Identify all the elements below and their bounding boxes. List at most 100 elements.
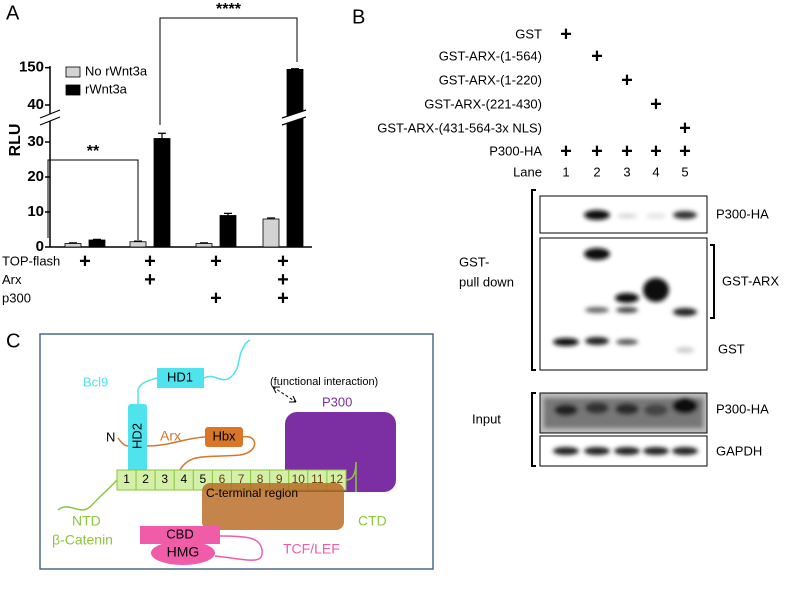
legend-label: No rWnt3a [85, 63, 148, 78]
hbx-box [205, 427, 243, 447]
row-label: Lane [513, 164, 542, 179]
arrowheads [272, 386, 297, 403]
significance-bracket [47, 159, 139, 240]
axis-break [282, 110, 306, 125]
interaction-arrow [272, 386, 297, 403]
legend-label: rWnt3a [85, 81, 128, 96]
hmg-label: HMG [167, 544, 200, 560]
p300-plus: + [679, 140, 691, 162]
repeat-label: 10 [292, 472, 306, 486]
bracket [710, 244, 715, 319]
condition-label: Arx [2, 272, 22, 287]
repeat-label: 3 [161, 472, 168, 486]
bcl9-tail [203, 339, 251, 381]
bcl9-label: Bcl9 [83, 374, 108, 389]
y-axis-label: RLU [7, 124, 24, 157]
bar [262, 218, 280, 248]
error-bar [134, 240, 142, 242]
error-bar [93, 238, 101, 240]
hd2-box [128, 404, 147, 490]
construct-plus: + [560, 23, 572, 45]
axis-break [281, 109, 307, 126]
lane-number: 2 [593, 164, 600, 179]
construct-plus: + [650, 93, 662, 115]
hd1-box [157, 368, 204, 388]
beta-catenin-label: β-Catenin [52, 532, 113, 548]
interaction-label: (functional interaction) [270, 376, 378, 388]
panel-label: A [6, 2, 20, 24]
panel-label: C [6, 330, 20, 352]
construct-plus: + [679, 117, 691, 139]
bar [129, 241, 147, 248]
condition-plus: + [144, 250, 156, 272]
repeat-label: 2 [142, 472, 149, 486]
significance-label: **** [216, 1, 242, 18]
repeats: 6 7 8 9 10 11 12 [219, 472, 344, 486]
y-tick-label: 150 [19, 59, 44, 76]
construct-label: GST [515, 26, 542, 41]
y-tick-label: 40 [27, 96, 44, 113]
c-terminal-label: C-terminal region [206, 486, 298, 500]
lane-number: 4 [652, 164, 659, 179]
y-tick-label: 0 [36, 238, 44, 255]
panel-c: C HD1 Bcl9 HD2 (functional interaction) … [6, 330, 434, 570]
condition-plus: + [210, 250, 222, 272]
condition-plus: + [210, 287, 222, 309]
blot-label: GAPDH [716, 443, 762, 458]
ntd-label: NTD [72, 513, 101, 529]
axis-break [40, 110, 60, 125]
blot-label: GST [718, 341, 745, 356]
construct-plus: + [621, 69, 633, 91]
axis-break [39, 109, 61, 126]
bar [153, 138, 171, 248]
bar [88, 239, 106, 248]
construct-label: GST-ARX-(1-220) [439, 72, 542, 87]
y-tick-label: 30 [27, 133, 44, 150]
ctd-label: CTD [358, 513, 387, 529]
error-bar [200, 242, 208, 244]
lane-number: 1 [562, 164, 569, 179]
c-terminal-box [202, 483, 344, 530]
repeat-label: 6 [219, 472, 226, 486]
arx-line [117, 436, 256, 471]
error-bar [267, 217, 275, 219]
error-bar [291, 68, 299, 70]
hbx-label: Hbx [212, 428, 236, 443]
tcf-label: TCF/LEF [283, 541, 340, 557]
condition-label: TOP-flash [2, 253, 60, 268]
lane-number: 3 [623, 164, 630, 179]
panel-a: A RLU 0 10 20 30 40 150 No rWnt3a rWnt3a TOP-fla… [2, 1, 312, 309]
condition-label: p300 [2, 290, 31, 305]
repeat-label: 5 [200, 472, 207, 486]
tcf-line [214, 535, 263, 561]
construct-label: GST-ARX-(221-430) [424, 96, 542, 111]
group-label: GST- [459, 254, 489, 269]
row-label: P300-HA [489, 143, 542, 158]
blot-label: P300-HA [716, 401, 769, 416]
bcl9-linker [137, 377, 158, 404]
repeat-label: 11 [311, 472, 324, 486]
group-label: pull down [459, 274, 514, 289]
blot-label: GST-ARX [722, 273, 779, 288]
repeat-label: 4 [180, 472, 187, 486]
p300-plus: + [591, 140, 603, 162]
p300-plus: + [650, 140, 662, 162]
lane-number: 5 [681, 164, 688, 179]
p300-label: P300 [322, 394, 352, 409]
significance-label: ** [87, 143, 100, 160]
group-label: Input [472, 411, 501, 426]
ctd-line [345, 461, 357, 492]
bar [219, 215, 237, 248]
ntd-line [57, 479, 118, 511]
bar [286, 68, 304, 248]
repeat-label: 8 [257, 472, 264, 486]
repeat-label: 7 [238, 472, 245, 486]
arx-label: Arx [160, 428, 181, 444]
condition-plus: + [79, 250, 91, 272]
cbd-box [140, 526, 220, 544]
error-bar [69, 242, 77, 244]
n-label: N [106, 429, 115, 444]
repeat-label: 1 [123, 472, 130, 486]
